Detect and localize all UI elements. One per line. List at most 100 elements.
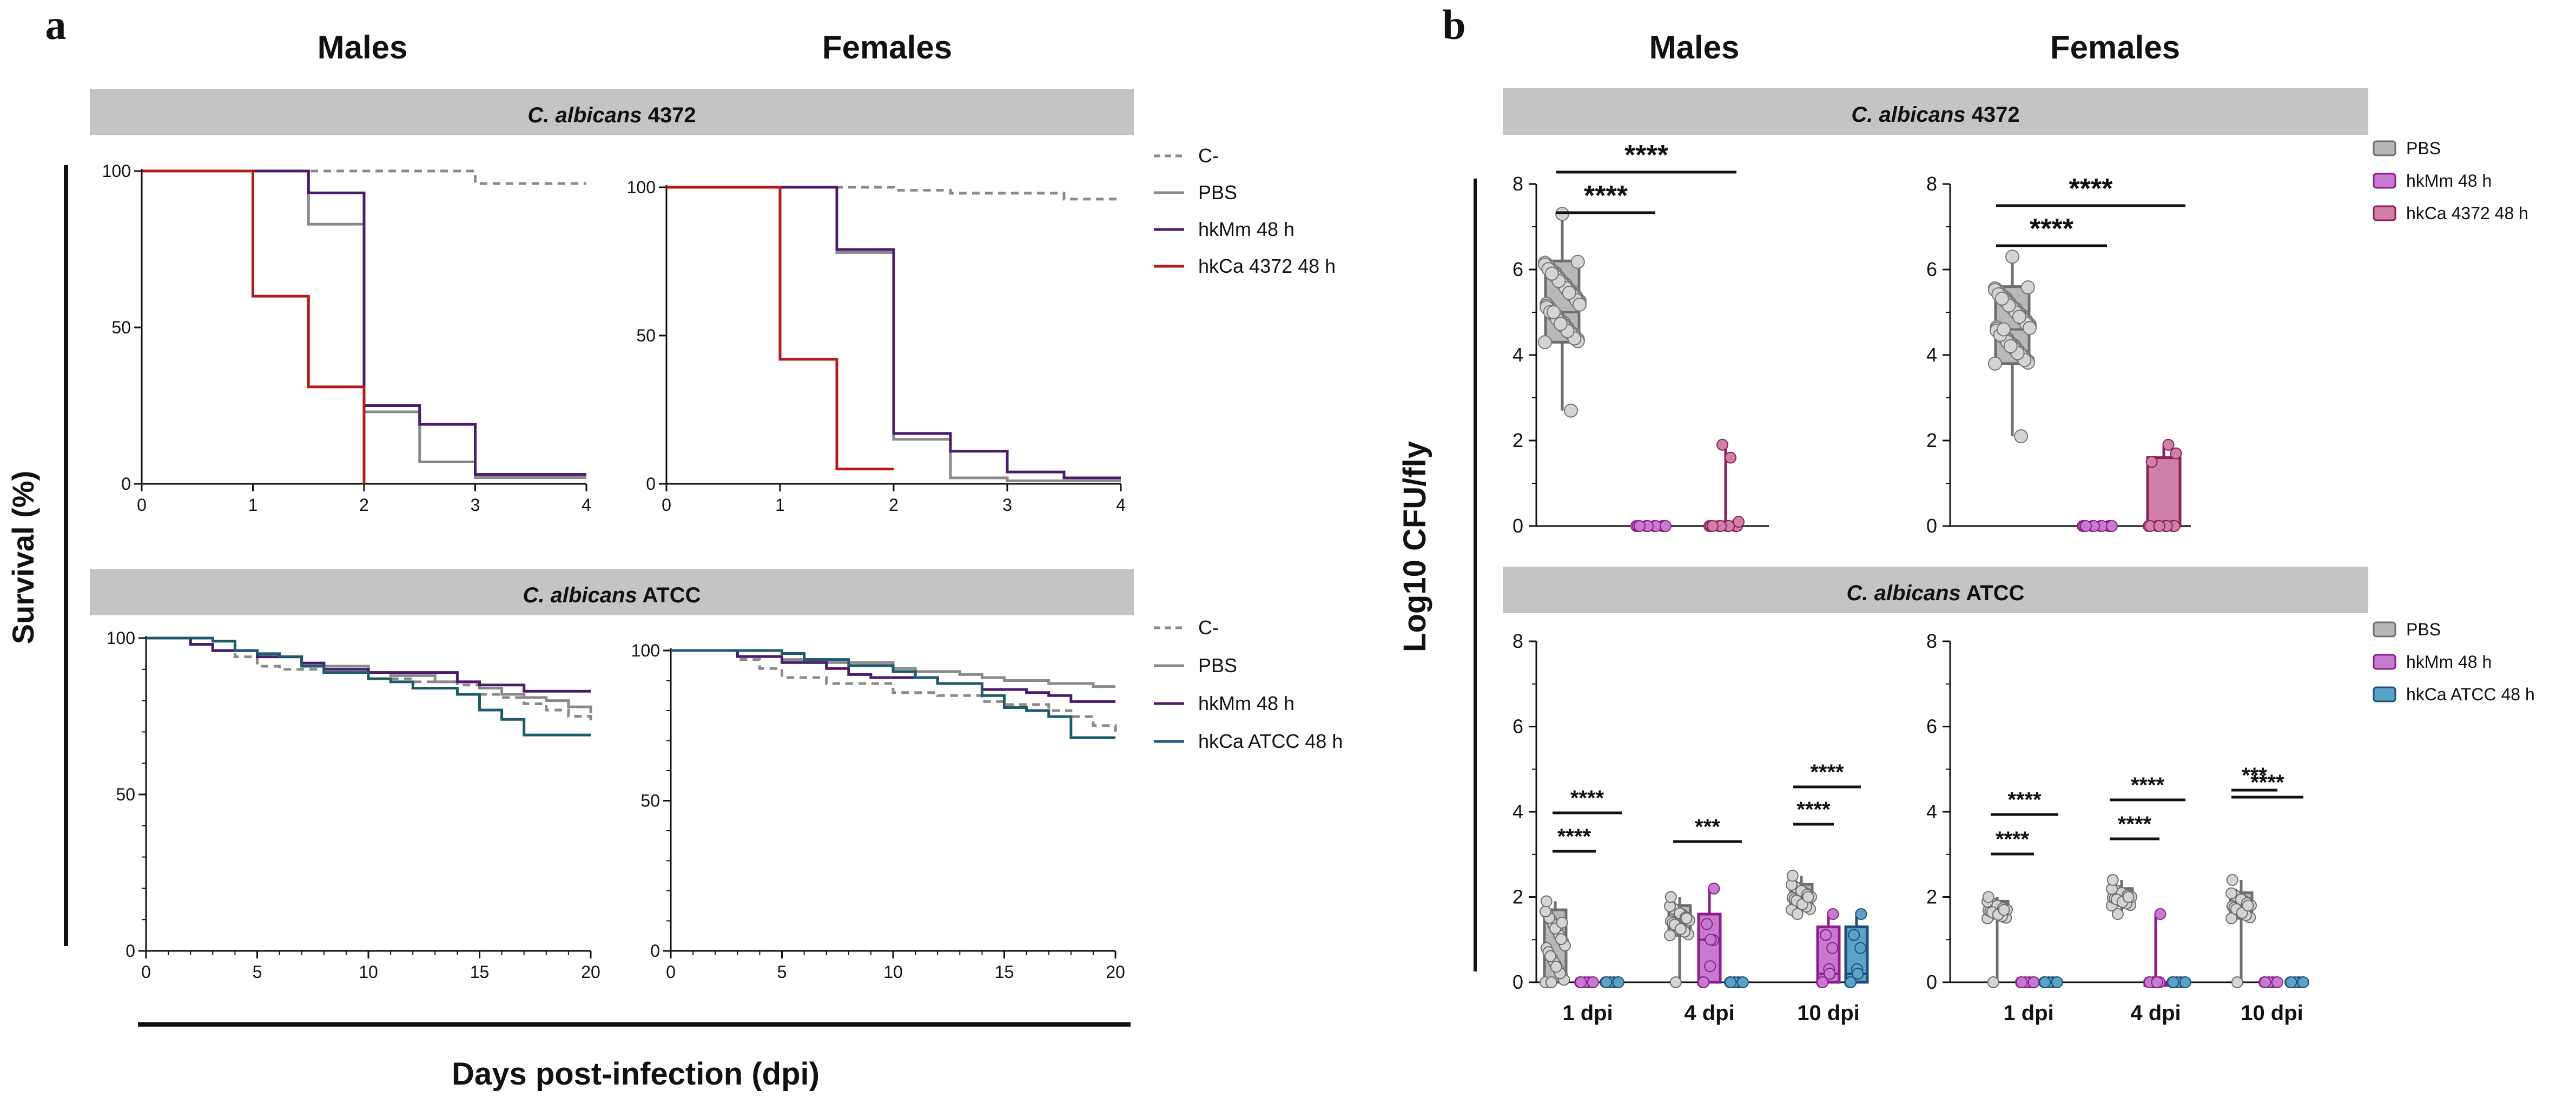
b_f_4372-pbs-point — [2020, 280, 2035, 295]
panel-a-label: a — [45, 1, 67, 48]
a_f_atcc-xtick-label-20: 20 — [1106, 962, 1125, 982]
b_f_4372-hkca-point — [2162, 438, 2175, 451]
b_f_atcc-sig-4-label: **** — [2131, 773, 2165, 797]
panel-a-legend-4372-label-c: C- — [1198, 144, 1219, 167]
b_f_4372-hkca-points — [2143, 438, 2182, 532]
b_f_atcc-sig-3-label: **** — [2118, 812, 2152, 836]
a_f_4372-xtick-label-1: 1 — [775, 495, 785, 515]
panel-b-legend-atcc-swatch-pbs — [2373, 621, 2396, 638]
b_f_atcc-1-dpi-pbs-point — [1998, 904, 2010, 916]
b_f_atcc-ytick-label-6: 6 — [1926, 715, 1937, 738]
b_m_atcc-1-dpi-hkca-atcc-48-h-point — [1612, 976, 1624, 988]
b_m_atcc-ytick-label-4: 4 — [1512, 800, 1523, 823]
b_f_atcc-10-dpi-hkca-atcc-48-h-points — [2284, 976, 2309, 988]
b_m_atcc-1-dpi-pbs-points — [1540, 895, 1571, 988]
b_f_atcc-4-dpi-pbs-point — [2106, 874, 2119, 886]
b_f_4372-ytick-label-6: 6 — [1926, 258, 1937, 280]
b_f_atcc-sig-1-label: **** — [1996, 827, 2030, 851]
b_f_atcc-10-dpi-hkmm-48-h-point — [2271, 976, 2283, 988]
panel-b-label: b — [1442, 1, 1465, 48]
panel-b-legend-4372-label-pbs: PBS — [2406, 139, 2441, 158]
b_m_atcc-ytick-label-6: 6 — [1512, 715, 1523, 738]
b_f_atcc-ytick-label-8: 8 — [1926, 630, 1937, 652]
b_m_4372-hkmm-point — [1634, 520, 1646, 532]
b_m_atcc-10-dpi-hkca-atcc-48-h-point — [1848, 929, 1860, 941]
b_f_atcc-10-dpi-pbs-point — [2231, 976, 2243, 988]
b_f_atcc-4-dpi-hkmm-48-h-point — [2151, 976, 2163, 988]
b_f_atcc-ytick-label-4: 4 — [1926, 800, 1937, 823]
b_m_atcc-4-dpi-pbs-point — [1665, 891, 1677, 903]
b_f_atcc-1-dpi-hkmm-48-h-point — [2027, 976, 2040, 988]
b_m_atcc-10-dpi-hkmm-48-h-point — [1824, 968, 1836, 980]
panel-a-legend-atcc-label-hkca-atcc-48-h: hkCa ATCC 48 h — [1198, 730, 1343, 752]
b_m_atcc-ytick-label-2: 2 — [1512, 886, 1523, 908]
b_m_4372-ytick-label-4: 4 — [1512, 344, 1523, 366]
b_f_4372-pbs-point — [2014, 429, 2028, 444]
a_f_atcc-xtick-label-0: 0 — [666, 962, 676, 982]
panel-b-legend-4372-label-hkmm-48-h: hkMm 48 h — [2406, 171, 2492, 191]
a_m_4372-series-hkca-4372-48-h — [142, 169, 366, 484]
b_f_atcc-1-dpi-hkmm-48-h-point — [2016, 976, 2028, 988]
b_m_atcc-1-dpi-hkmm-48-h-points — [1574, 976, 1599, 988]
a_m_4372-series-hkmm-48-h — [142, 169, 586, 476]
b_m_atcc-1-dpi-pbs-point — [1544, 950, 1556, 962]
b_f_4372-ytick-label-4: 4 — [1926, 344, 1937, 366]
a_m_atcc-xtick-label-20: 20 — [581, 962, 600, 982]
b_f_4372-ytick-label-0: 0 — [1926, 515, 1937, 537]
b_f_4372-ytick-label-8: 8 — [1926, 173, 1937, 195]
b_f_atcc-ytick-label-2: 2 — [1926, 886, 1937, 908]
b_f_atcc-4-dpi-hkca-atcc-48-h-point — [2179, 976, 2191, 988]
b_f_atcc-4-dpi-hkca-atcc-48-h-points — [2167, 976, 2191, 988]
b_f_atcc-1-dpi-hkmm-48-h-points — [2015, 976, 2040, 988]
b_f_4372-hkca-point — [2153, 520, 2165, 532]
panel-b-legend-4372-swatch-hkmm-48-h — [2373, 173, 2396, 189]
b_m_4372-sig-2-label: **** — [1624, 140, 1669, 171]
b_m_atcc-1-dpi-pbs-point — [1540, 895, 1553, 908]
b_m_4372-pbs-point — [1547, 305, 1561, 319]
a_f_atcc-xtick-label-10: 10 — [883, 962, 903, 982]
b_f_atcc-10-dpi-hkca-atcc-48-h-point — [2297, 976, 2309, 988]
b_m_atcc-1-dpi-pbs-point — [1540, 905, 1551, 918]
b_m_atcc-4-dpi-hkca-atcc-48-h-points — [1724, 976, 1749, 988]
b_f_atcc-4-dpi-pbs-point — [2122, 891, 2135, 903]
b_m_atcc-4-dpi-pbs-point — [1669, 976, 1682, 988]
b_f_atcc-ytick-label-0: 0 — [1926, 971, 1937, 993]
b_m_4372-ytick-label-8: 8 — [1512, 173, 1523, 195]
b_m_atcc-4-dpi-pbs-point — [1664, 929, 1676, 942]
b_m_atcc-1-dpi-pbs-point — [1555, 933, 1567, 945]
a_f_atcc-series-c — [671, 649, 1117, 732]
a_m_4372-series-c — [142, 169, 586, 185]
b_m_atcc-sig-4-label: **** — [1796, 798, 1831, 822]
b_m_atcc-10-dpi-hkmm-48-h-point — [1827, 908, 1839, 920]
a_m_atcc-xtick-label-5: 5 — [253, 962, 262, 982]
a_m_atcc-ytick-label-50: 50 — [116, 785, 135, 804]
panel-b-legend-atcc-swatch-hkmm-48-h — [2373, 654, 2396, 670]
b_m_atcc-sig-3-label: *** — [1695, 815, 1720, 839]
a_f_4372-xtick-label-3: 3 — [1002, 495, 1012, 515]
b_m_atcc-1-dpi-pbs-point — [1550, 961, 1562, 973]
a_m_atcc-ytick-label-0: 0 — [126, 941, 135, 961]
b_m_atcc-4-dpi-pbs-points — [1664, 891, 1695, 988]
a_f_atcc-series-hkca-atcc-48-h — [671, 649, 1115, 739]
a_m_atcc-series-hkca-atcc-48-h — [146, 636, 591, 737]
a_f_4372-series-hkca-4372-48-h — [666, 186, 894, 471]
b_f_atcc-category-4-dpi: 4 dpi — [2130, 1001, 2181, 1025]
b_m_atcc-1-dpi-hkca-atcc-48-h-points — [1600, 976, 1624, 988]
b_f_4372-hkca-point — [2170, 447, 2182, 459]
b_f_atcc-1-dpi-pbs-points — [1981, 891, 2013, 988]
b_f_4372-hkca-point — [2145, 456, 2158, 468]
b_f_atcc-1-dpi-hkca-atcc-48-h-point — [2039, 976, 2051, 988]
panel-b-legend-atcc-label-hkca-atcc-48-h: hkCa ATCC 48 h — [2406, 685, 2535, 704]
b_f_atcc-sig-5-label: *** — [2242, 764, 2267, 787]
b_m_atcc-category-10-dpi: 10 dpi — [1797, 1001, 1860, 1025]
b_f_4372-ytick-label-2: 2 — [1926, 429, 1937, 451]
panel-a-legend-4372-label-pbs: PBS — [1198, 181, 1237, 203]
a_m_atcc-series-hkmm-48-h — [146, 636, 591, 693]
a_m_atcc-xtick-label-10: 10 — [359, 962, 378, 982]
panel-a-legend-atcc-label-c: C- — [1198, 616, 1219, 639]
b_m_atcc-4-dpi-hkca-atcc-48-h-point — [1725, 976, 1737, 988]
panel-b-banner-atcc — [1503, 567, 2368, 613]
b_m_4372-hkca-point — [1707, 520, 1719, 532]
b_m_4372-hkca-point — [1725, 451, 1736, 464]
